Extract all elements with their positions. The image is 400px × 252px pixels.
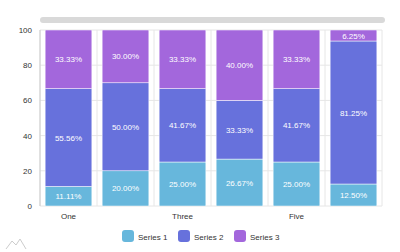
bar-segment (102, 171, 149, 206)
bar-segment (216, 100, 263, 159)
y-tick-label: 40 (23, 132, 32, 141)
bars (45, 30, 377, 206)
data-label: 81.25% (340, 109, 367, 118)
bar-segment (273, 162, 320, 206)
x-tick-label: Three (172, 212, 193, 221)
y-tick-label: 100 (19, 26, 33, 35)
legend: Series 1 Series 2 Series 3 (122, 230, 280, 242)
data-label: 11.11% (56, 192, 82, 201)
data-label: 33.33% (283, 55, 310, 64)
logo (6, 239, 26, 249)
band-line (325, 30, 326, 206)
band-line (382, 30, 383, 206)
data-label: 50.00% (112, 123, 139, 132)
data-labels: 11.11% 20.00% 25.00% 26.67% 25.00% 12.50% 55.5… (55, 32, 367, 202)
chart-container: 0 20 40 60 80 100 11.11% 20.00% 25.00% 26.67% 25.0… (0, 0, 400, 252)
bar-segment (216, 30, 263, 100)
data-label: 12.50% (340, 191, 367, 200)
legend-swatch[interactable] (234, 230, 246, 242)
bar-segment (159, 30, 206, 89)
data-label: 55.56% (55, 134, 82, 143)
legend-label[interactable]: Series 1 (138, 233, 168, 242)
bar-segment (102, 30, 149, 83)
y-tick-label: 60 (23, 96, 32, 105)
x-tick-label: One (61, 212, 77, 221)
data-label: 33.33% (226, 126, 253, 135)
bar-segment (216, 159, 263, 206)
chart-svg: 0 20 40 60 80 100 11.11% 20.00% 25.00% 26.67% 25.0… (0, 0, 400, 252)
data-label: 6.25% (342, 32, 365, 41)
data-label: 33.33% (55, 55, 82, 64)
bar-segment (45, 186, 92, 206)
y-axis-line (40, 30, 41, 206)
legend-swatch[interactable] (122, 230, 134, 242)
scrollbar (40, 17, 385, 23)
data-label: 25.00% (169, 180, 196, 189)
bar-segment (102, 83, 149, 171)
bar-segment (273, 89, 320, 162)
data-label: 25.00% (283, 180, 310, 189)
legend-label[interactable]: Series 2 (194, 233, 224, 242)
legend-label[interactable]: Series 3 (250, 233, 280, 242)
data-label: 30.00% (112, 52, 139, 61)
y-tick-label: 20 (23, 167, 32, 176)
y-tick-label: 0 (28, 202, 33, 211)
data-label: 41.67% (283, 121, 310, 130)
bar-segment (330, 30, 377, 41)
band-line (268, 30, 269, 206)
bar-segment (273, 30, 320, 89)
bar-segment (159, 162, 206, 206)
band-line (211, 30, 212, 206)
data-label: 40.00% (226, 61, 253, 70)
x-tick-label: Five (289, 212, 305, 221)
data-label: 20.00% (112, 184, 139, 193)
band-line (40, 30, 41, 206)
y-tick-label: 80 (23, 61, 32, 70)
bar-segment (330, 41, 377, 184)
bar-segment (45, 30, 92, 89)
data-label: 41.67% (169, 121, 196, 130)
data-label: 26.67% (226, 179, 253, 188)
data-label: 33.33% (169, 55, 196, 64)
bar-segment (159, 89, 206, 162)
legend-swatch[interactable] (178, 230, 190, 242)
band-line (97, 30, 98, 206)
bar-segment (45, 89, 92, 187)
bar-segment (330, 184, 377, 206)
band-line (154, 30, 155, 206)
